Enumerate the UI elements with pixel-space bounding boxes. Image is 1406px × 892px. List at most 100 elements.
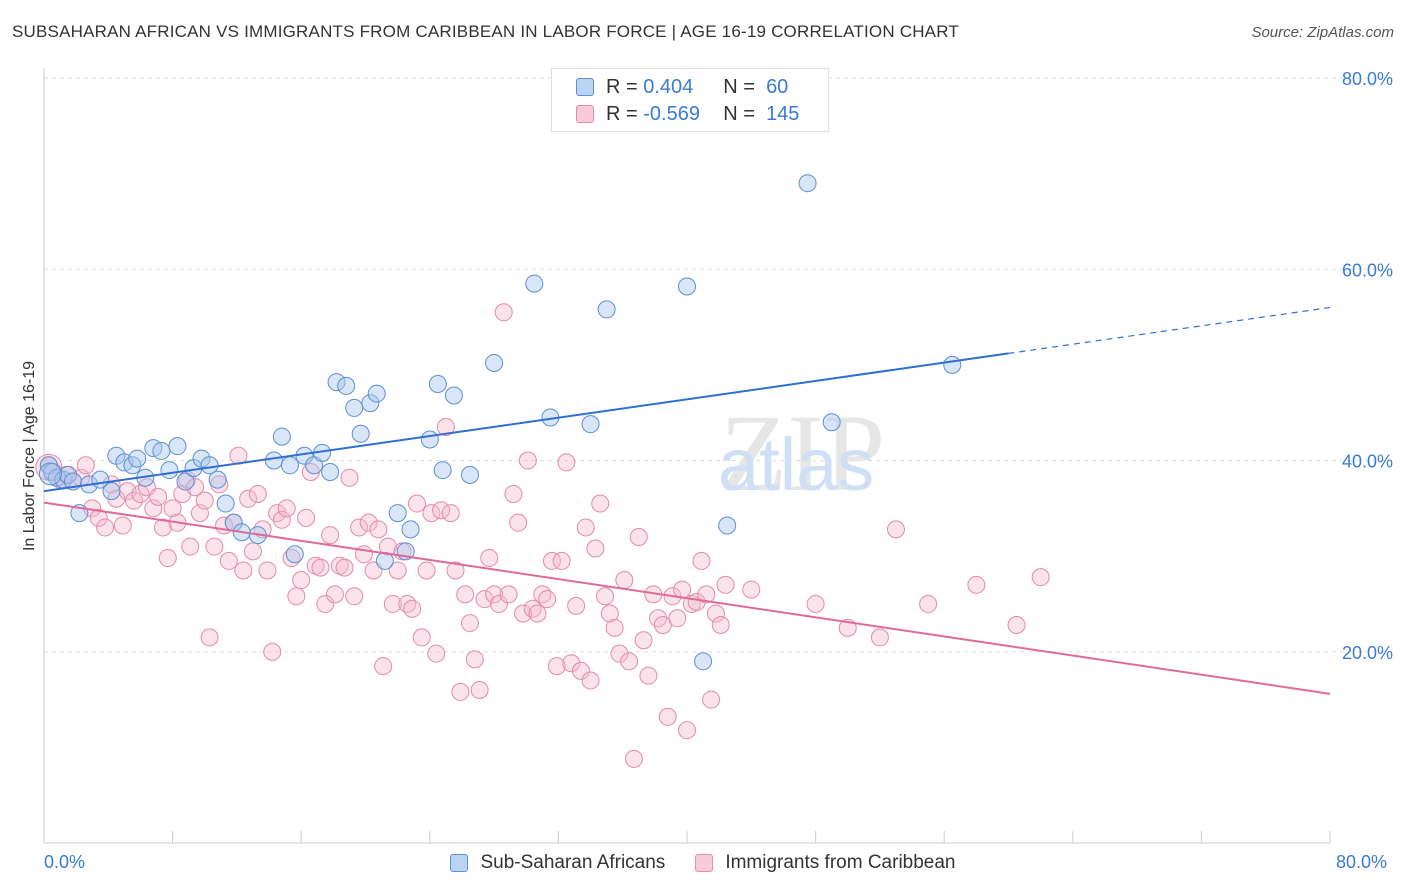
caribbean-point bbox=[149, 487, 168, 506]
subsaharan-point bbox=[678, 277, 696, 296]
caribbean-point bbox=[557, 453, 576, 472]
caribbean-point bbox=[205, 537, 224, 556]
caribbean-point bbox=[567, 596, 586, 615]
caribbean-point bbox=[571, 661, 590, 680]
subsaharan-point bbox=[176, 472, 195, 491]
caribbean-point bbox=[581, 671, 600, 690]
caribbean-point bbox=[272, 510, 291, 529]
subsaharan-point bbox=[525, 274, 544, 293]
caribbean-point bbox=[263, 642, 282, 661]
caribbean-point bbox=[292, 571, 311, 590]
caribbean-point bbox=[514, 604, 533, 623]
caribbean-point bbox=[634, 631, 653, 650]
caribbean-point bbox=[316, 594, 335, 613]
series-legend: Sub-Saharan Africans Immigrants from Car… bbox=[0, 852, 1406, 874]
y-tick-label: 20.0% bbox=[1342, 643, 1393, 663]
caribbean-point bbox=[711, 615, 730, 634]
y-tick-label: 60.0% bbox=[1342, 260, 1393, 280]
caribbean-point bbox=[596, 587, 615, 606]
subsaharan-point bbox=[337, 376, 356, 395]
caribbean-point bbox=[163, 499, 182, 518]
caribbean-point bbox=[186, 478, 205, 497]
caribbean-point bbox=[586, 539, 605, 558]
subsaharan-point bbox=[367, 384, 386, 403]
caribbean-point bbox=[509, 513, 528, 532]
legend-item-caribbean: Immigrants from Caribbean bbox=[695, 852, 956, 874]
caribbean-point bbox=[239, 489, 258, 508]
subsaharan-points bbox=[38, 174, 962, 671]
subsaharan-point bbox=[420, 430, 439, 449]
y-tick-labels: 20.0% 40.0% 60.0% 80.0% bbox=[1342, 69, 1393, 663]
source-label: Source: ZipAtlas.com bbox=[1251, 24, 1394, 41]
subsaharan-point bbox=[433, 461, 452, 480]
legend-r-value: -0.569 bbox=[643, 102, 700, 125]
caribbean-point bbox=[258, 561, 277, 580]
legend-swatch-blue bbox=[576, 78, 594, 96]
caribbean-point bbox=[576, 518, 595, 537]
caribbean-point bbox=[398, 594, 417, 613]
x-tick-label-max: 80.0% bbox=[1336, 852, 1388, 872]
caribbean-point bbox=[542, 551, 561, 570]
caribbean-point bbox=[325, 585, 344, 604]
caribbean-point bbox=[195, 491, 214, 510]
legend-row-subsaharan: R = 0.404 N = 60 bbox=[576, 74, 788, 100]
caribbean-point bbox=[465, 650, 484, 669]
trendlines bbox=[43, 306, 1331, 695]
caribbean-point bbox=[234, 561, 253, 580]
legend-row-caribbean: R = -0.569 N = 145 bbox=[576, 101, 799, 127]
subsaharan-point bbox=[581, 415, 600, 434]
subsaharan-point bbox=[327, 373, 346, 392]
caribbean-point bbox=[489, 594, 508, 613]
subsaharan-point bbox=[428, 375, 447, 393]
caribbean-point bbox=[441, 504, 460, 523]
caribbean-point bbox=[383, 594, 402, 613]
subsaharan-point bbox=[388, 504, 407, 523]
caribbean-point bbox=[886, 520, 905, 539]
caribbean-point bbox=[538, 590, 557, 609]
caribbean-point bbox=[96, 518, 115, 537]
x-tick-label-min: 0.0% bbox=[44, 852, 86, 872]
subsaharan-point bbox=[694, 652, 713, 671]
caribbean-point bbox=[600, 604, 619, 623]
y-tick-label: 40.0% bbox=[1342, 452, 1393, 472]
caribbean-point bbox=[181, 537, 200, 556]
subsaharan-point bbox=[285, 545, 304, 564]
legend-swatch-blue bbox=[450, 854, 469, 872]
caribbean-point bbox=[639, 666, 658, 685]
subsaharan-point bbox=[485, 353, 504, 372]
subsaharan-point bbox=[102, 482, 121, 501]
caribbean-point bbox=[369, 520, 388, 539]
caribbean-points bbox=[35, 303, 1050, 768]
caribbean-point bbox=[470, 681, 489, 699]
caribbean-point bbox=[673, 580, 692, 599]
caribbean-point bbox=[340, 468, 359, 487]
legend-n-value: 145 bbox=[766, 102, 800, 125]
subsaharan-point bbox=[272, 427, 291, 446]
subsaharan-point bbox=[460, 465, 479, 484]
caribbean-point bbox=[1007, 615, 1026, 634]
caribbean-point bbox=[523, 599, 542, 618]
caribbean-point bbox=[359, 513, 378, 532]
caribbean-point bbox=[456, 585, 475, 604]
caribbean-point bbox=[113, 516, 132, 535]
caribbean-point bbox=[403, 599, 422, 618]
subsaharan-point bbox=[280, 456, 299, 475]
caribbean-point bbox=[153, 518, 172, 537]
caribbean-point bbox=[504, 484, 523, 503]
subsaharan-point-large bbox=[38, 462, 62, 486]
caribbean-point bbox=[287, 587, 306, 606]
caribbean-point bbox=[417, 561, 436, 580]
caribbean-point bbox=[716, 575, 735, 594]
caribbean-point bbox=[552, 551, 571, 570]
caribbean-point bbox=[668, 609, 687, 628]
legend-series-name: Immigrants from Caribbean bbox=[725, 852, 956, 873]
caribbean-point bbox=[374, 657, 393, 676]
legend-n-value: 60 bbox=[766, 75, 789, 98]
caribbean-point bbox=[144, 499, 163, 518]
caribbean-point bbox=[131, 484, 150, 503]
caribbean-point bbox=[620, 652, 639, 671]
caribbean-point bbox=[427, 644, 446, 663]
subsaharan-point bbox=[444, 386, 463, 405]
caribbean-point bbox=[706, 604, 725, 623]
subsaharan-point bbox=[718, 516, 737, 535]
